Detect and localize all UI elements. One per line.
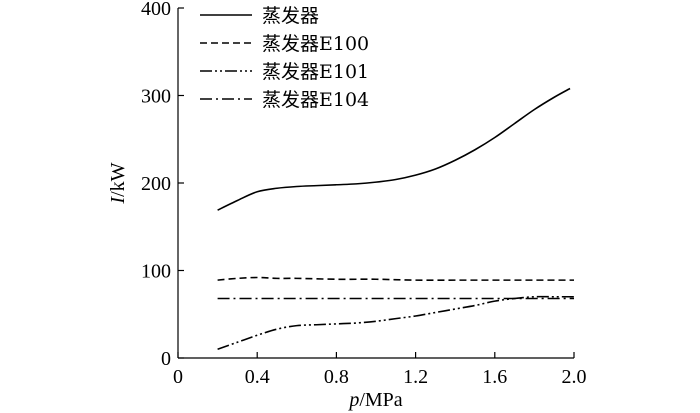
y-tick-label: 100 xyxy=(141,261,171,283)
axes xyxy=(177,8,574,359)
series-lines xyxy=(217,87,574,351)
x-tick-label: 0.4 xyxy=(245,366,270,388)
y-tick-label: 400 xyxy=(141,0,171,20)
y-tick-label: 0 xyxy=(161,348,171,370)
x-tick-label: 1.2 xyxy=(403,366,428,388)
y-axis-label-var: I xyxy=(107,196,129,205)
legend-label-2: 蒸发器E100 xyxy=(262,33,369,55)
y-tick-label: 300 xyxy=(141,86,171,108)
x-tick-label: 2.0 xyxy=(562,366,587,388)
y-tick-label: 200 xyxy=(141,173,171,195)
series-line-3 xyxy=(217,295,574,351)
series-line-2 xyxy=(217,276,574,281)
x-axis-label-var: p xyxy=(347,389,359,411)
x-tick-label: 1.6 xyxy=(482,366,507,388)
legend-label-3: 蒸发器E101 xyxy=(262,61,369,83)
y-axis-label: I/kW xyxy=(107,162,129,204)
y-axis-label-unit: /kW xyxy=(107,162,129,197)
y-ticks: 0 100 200 300 400 xyxy=(141,0,184,370)
legend-label-4: 蒸发器E104 xyxy=(262,89,369,111)
x-tick-label: 0 xyxy=(173,366,183,388)
x-tick-label: 0.8 xyxy=(324,366,349,388)
legend-label-1: 蒸发器 xyxy=(262,5,319,27)
x-axis-label-unit: /MPa xyxy=(359,389,402,411)
x-axis-label: p/MPa xyxy=(347,389,402,411)
x-ticks: 0 0.4 0.8 1.2 1.6 2.0 xyxy=(173,352,587,388)
series-line-1 xyxy=(217,87,571,211)
